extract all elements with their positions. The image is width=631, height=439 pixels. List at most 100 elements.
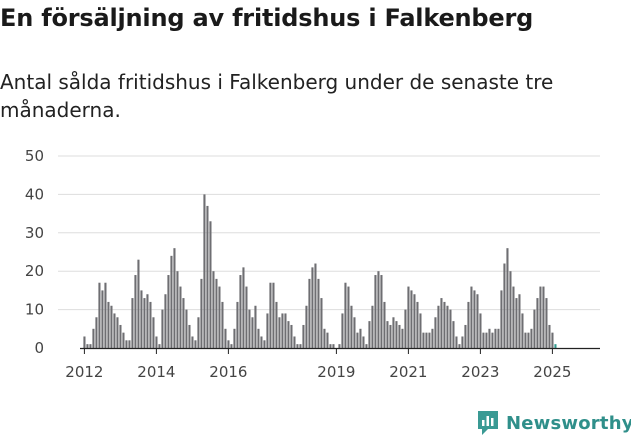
bar: [377, 271, 380, 348]
bar: [242, 267, 245, 348]
bar: [305, 305, 308, 348]
bar: [317, 278, 320, 348]
bar: [119, 324, 122, 348]
bar: [104, 282, 107, 348]
bar: [224, 328, 227, 348]
bar: [554, 344, 557, 348]
bar: [389, 324, 392, 348]
x-tick-label: 2021: [389, 363, 427, 380]
bar: [188, 324, 191, 348]
bar: [113, 313, 116, 348]
bar: [374, 275, 377, 348]
x-tick-label: 2014: [137, 363, 175, 380]
newsworthy-logo-icon: [478, 411, 498, 435]
bar: [476, 294, 479, 348]
bar: [416, 301, 419, 348]
bar: [536, 298, 539, 348]
bar: [191, 336, 194, 348]
bar: [350, 305, 353, 348]
bar: [521, 313, 524, 348]
bar: [509, 271, 512, 348]
brand-logo: Newsworthy: [476, 408, 631, 438]
bar: [95, 317, 98, 348]
bar: [323, 328, 326, 348]
bar: [215, 278, 218, 348]
bar: [251, 317, 254, 348]
bar: [530, 328, 533, 348]
bar: [362, 336, 365, 348]
bar: [338, 344, 341, 348]
bar: [206, 205, 209, 348]
bar: [131, 298, 134, 348]
bar: [488, 328, 491, 348]
bar: [344, 282, 347, 348]
bar: [410, 290, 413, 348]
bar: [425, 332, 428, 348]
bar: [308, 278, 311, 348]
bar: [458, 344, 461, 348]
bar: [254, 305, 257, 348]
bar: [245, 286, 248, 348]
bar: [455, 336, 458, 348]
bar: [497, 328, 500, 348]
bar: [386, 321, 389, 348]
bar: [347, 286, 350, 348]
x-tick-label: 2019: [317, 363, 355, 380]
bar: [140, 290, 143, 348]
y-tick-label: 20: [25, 262, 44, 280]
bar: [473, 290, 476, 348]
bar: [236, 301, 239, 348]
bar: [176, 271, 179, 348]
bar: [314, 263, 317, 348]
bar: [548, 324, 551, 348]
bar: [500, 290, 503, 348]
bar: [359, 328, 362, 348]
bar: [209, 221, 212, 348]
brand-name: Newsworthy: [506, 412, 631, 434]
bar: [395, 321, 398, 348]
bar: [116, 317, 119, 348]
y-tick-label: 30: [25, 224, 44, 242]
bar: [257, 328, 260, 348]
data-label: 1: [575, 140, 585, 144]
bar: [401, 328, 404, 348]
bar: [353, 317, 356, 348]
bar: [434, 317, 437, 348]
bar: [380, 275, 383, 348]
bar: [173, 248, 176, 348]
bar: [278, 317, 281, 348]
bar: [227, 340, 230, 348]
bar: [98, 282, 101, 348]
bar: [269, 282, 272, 348]
bar: [356, 332, 359, 348]
y-tick-label: 0: [34, 339, 44, 357]
bar: [212, 271, 215, 348]
bar: [464, 324, 467, 348]
bar: [152, 317, 155, 348]
bar: [239, 275, 242, 348]
bar-chart: 0 10 20 30 40 50 2012 2014 2016 2019 2021 2023 2025 1: [25, 140, 600, 380]
bar: [272, 282, 275, 348]
bar: [443, 301, 446, 348]
bar: [518, 294, 521, 348]
bar: [197, 317, 200, 348]
y-tick-label: 10: [25, 301, 44, 319]
bar: [482, 332, 485, 348]
bar: [551, 332, 554, 348]
bar: [203, 194, 206, 348]
chart-title: En försäljning av fritidshus i Falkenber…: [0, 4, 534, 32]
bar: [479, 313, 482, 348]
bar: [506, 248, 509, 348]
bar: [218, 286, 221, 348]
y-tick-label: 50: [25, 147, 44, 165]
bar: [260, 336, 263, 348]
bar: [233, 328, 236, 348]
bar: [539, 286, 542, 348]
bar: [248, 309, 251, 348]
bar: [158, 344, 161, 348]
bar: [326, 332, 329, 348]
bar: [89, 344, 92, 348]
bar: [143, 298, 146, 348]
bar: [122, 332, 125, 348]
bar: [320, 298, 323, 348]
